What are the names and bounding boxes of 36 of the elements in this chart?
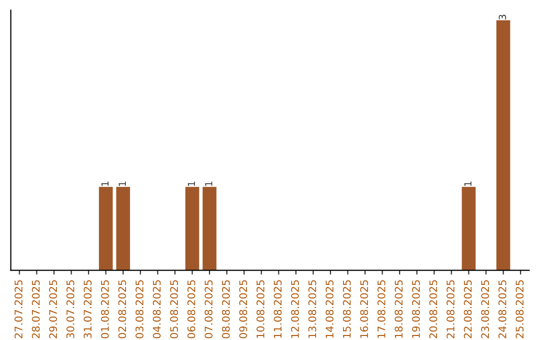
- x-tick-label: 05.08.2025: [170, 280, 178, 338]
- x-tick-label: 14.08.2025: [326, 280, 334, 338]
- x-tick-label: 13.08.2025: [308, 280, 316, 338]
- x-tick-label: 10.08.2025: [256, 280, 264, 338]
- x-tick-label: 22.08.2025: [464, 280, 472, 338]
- x-tick-label: 29.07.2025: [49, 280, 58, 338]
- x-tick-label: 17.08.2025: [377, 280, 386, 338]
- x-tick-label: 04.08.2025: [152, 280, 161, 338]
- x-tick-label: 27.07.2025: [14, 280, 22, 338]
- data-label: 1: [188, 182, 195, 186]
- x-tick-label: 07.08.2025: [204, 280, 213, 338]
- x-tick-label: 11.08.2025: [274, 280, 282, 338]
- x-tick-label: 31.07.2025: [84, 280, 92, 338]
- x-tick-label: 03.08.2025: [136, 280, 144, 338]
- x-tick-label: 06.08.2025: [187, 280, 196, 338]
- x-tick-label: 01.08.2025: [100, 280, 109, 338]
- data-label: 3: [498, 14, 506, 20]
- x-tick-label: 09.08.2025: [239, 280, 248, 338]
- x-tick-label: 28.07.2025: [32, 280, 40, 338]
- x-tick-label: 02.08.2025: [118, 280, 126, 338]
- x-tick-label: 15.08.2025: [342, 280, 351, 338]
- data-label: 1: [101, 182, 109, 186]
- x-tick-label: 20.08.2025: [429, 280, 438, 338]
- x-tick-label: 24.08.2025: [498, 280, 506, 338]
- data-label: 1: [205, 182, 212, 186]
- x-tick-label: 30.07.2025: [66, 280, 74, 338]
- x-tick-label: 23.08.2025: [481, 280, 490, 338]
- x-tick-label: 18.08.2025: [394, 280, 403, 338]
- x-tick-label: 12.08.2025: [291, 280, 299, 338]
- x-tick-label: 21.08.2025: [446, 280, 454, 338]
- x-tick-label: 19.08.2025: [412, 280, 420, 338]
- x-tick-label: 25.08.2025: [516, 280, 524, 338]
- x-tick-label: 16.08.2025: [360, 280, 368, 338]
- data-label: 1: [464, 182, 472, 186]
- data-label: 1: [118, 182, 126, 186]
- x-tick-label: 08.08.2025: [222, 280, 230, 338]
